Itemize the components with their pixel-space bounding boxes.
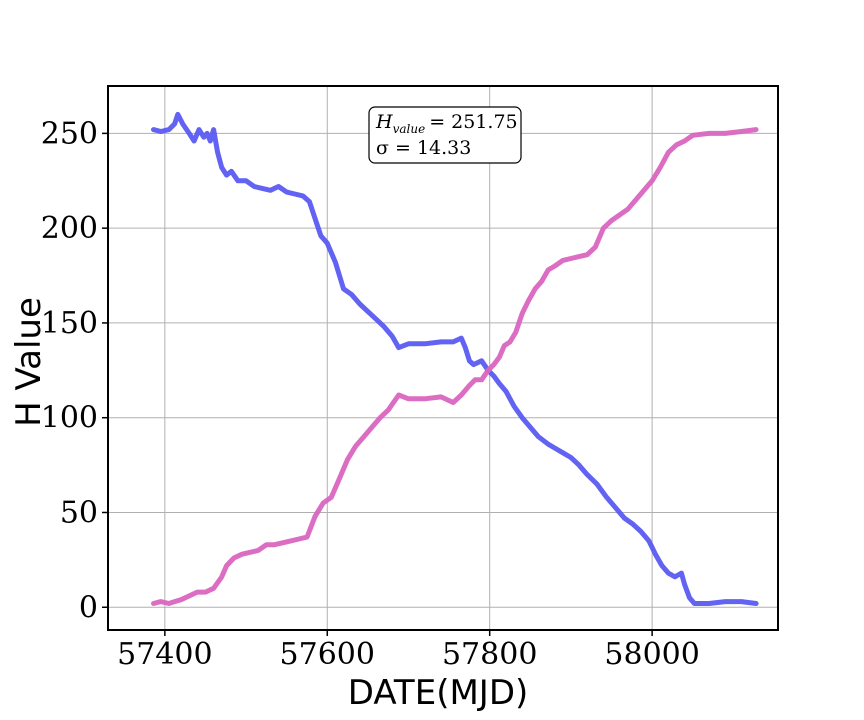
y-tick-label: 100 [41,401,98,436]
y-tick-label: 200 [41,211,98,246]
y-tick-label: 50 [60,495,98,530]
y-tick-label: 0 [79,590,98,625]
grid [102,86,778,636]
y-tick-label: 250 [41,116,98,151]
x-tick-labels: 57400 57600 57800 58000 [117,637,700,672]
y-tick-labels: 0 50 100 150 200 250 [41,116,98,625]
x-tick-label: 57400 [117,637,212,672]
y-axis-title: H Value [9,297,49,427]
h-subscript: value [393,122,426,136]
stats-annotation: Hvalue = 251.75 σ = 14.33 [368,106,522,164]
y-tick-label: 150 [41,306,98,341]
x-tick-label: 58000 [604,637,699,672]
plot-frame [107,85,779,631]
annotation-box [368,106,522,164]
sigma-text: σ = 14.33 [376,137,471,159]
series-line-1 [151,111,759,606]
h-number: = 251.75 [429,111,517,133]
x-tick-label: 57800 [442,637,537,672]
h-symbol: H [375,111,393,133]
plot-lines [151,111,759,606]
x-tick-label: 57600 [280,637,375,672]
series-line-2 [151,127,759,606]
x-axis-title: DATE(MJD) [348,673,529,713]
h-value-text: Hvalue = 251.75 [375,111,518,136]
